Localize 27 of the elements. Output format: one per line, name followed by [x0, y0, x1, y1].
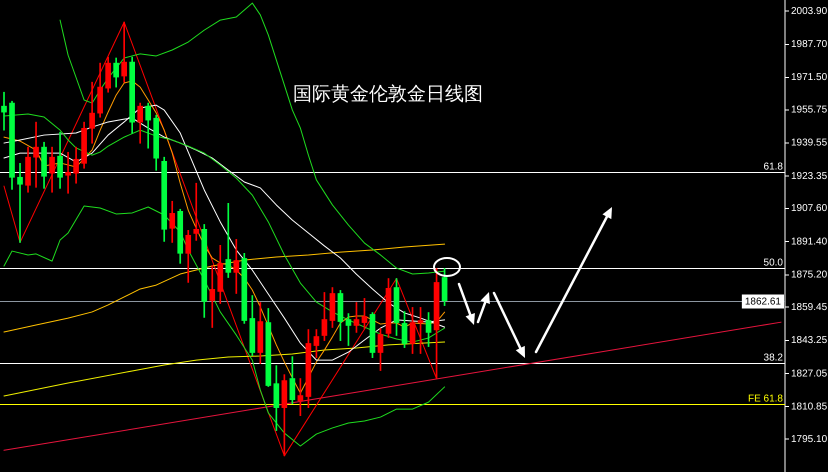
y-tick-label: 1891.40 [791, 236, 828, 248]
candlestick [346, 313, 352, 346]
ref-line-label: 1862.61 [744, 296, 782, 308]
y-tick-label: 1987.70 [791, 39, 828, 50]
candlestick [418, 307, 424, 354]
candlestick [33, 122, 39, 188]
candlestick [17, 163, 23, 243]
y-tick-label: 1827.05 [791, 368, 828, 380]
y-tick-label: 1795.10 [791, 434, 828, 445]
y-tick-label: 1875.20 [791, 270, 828, 281]
y-tick-label: 1971.50 [791, 72, 828, 84]
y-tick-label: 1907.60 [791, 203, 828, 214]
annotation: 50.0 [764, 258, 784, 268]
y-tick-label: 1859.45 [791, 302, 828, 313]
candlestick [362, 298, 368, 329]
y-tick-label: 1810.85 [791, 401, 828, 412]
annotation: 38.2 [764, 352, 784, 364]
y-tick-label: 1843.25 [791, 335, 828, 346]
y-tick-label: 1939.55 [791, 138, 828, 149]
annotation: 61.8 [764, 162, 784, 172]
y-tick-label: 2003.90 [791, 6, 828, 17]
y-tick-label: 1923.35 [791, 170, 828, 182]
ref-line-label: FE 61.8 [748, 394, 784, 404]
candlestick [1, 92, 7, 130]
candlestick [354, 302, 360, 333]
text: 国际黄金伦敦金日线图 [292, 82, 483, 105]
y-tick-label: 1955.75 [791, 104, 828, 116]
